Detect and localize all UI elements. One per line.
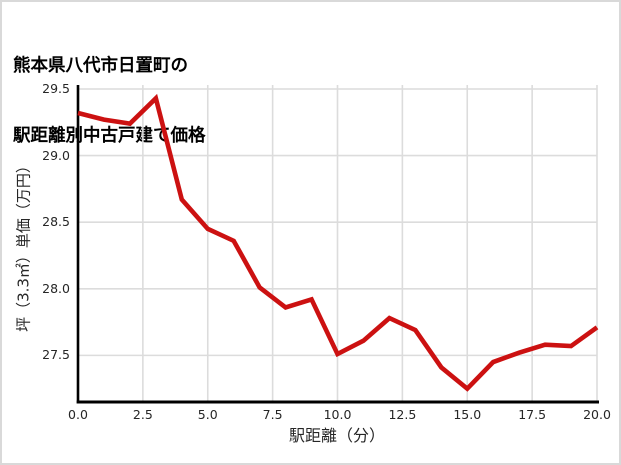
price-line-series: [77, 93, 599, 392]
y-axis-label: 坪（3.3㎡）単価（万円）: [14, 158, 33, 332]
x-tick-label: 2.5: [132, 407, 153, 422]
chart-title-line1: 熊本県八代市日置町の: [13, 55, 188, 76]
x-axis-label: 駅距離（分）: [288, 426, 386, 445]
x-tick-label: 7.5: [262, 407, 283, 422]
y-tick-label: 29.0: [42, 147, 70, 163]
y-tick-label: 27.5: [42, 347, 70, 363]
y-tick-label: 28.0: [42, 280, 70, 296]
y-tick-label: 28.5: [42, 214, 70, 230]
x-tick-label: 20.0: [583, 407, 611, 422]
x-tick-label: 5.0: [197, 407, 218, 422]
chart-title: 熊本県八代市日置町の 駅距離別中古戸建て価格: [13, 8, 206, 196]
x-tick-label: 12.5: [388, 407, 417, 422]
x-tick-label: 10.0: [323, 407, 352, 422]
chart-title-line2: 駅距離別中古戸建て価格: [13, 126, 206, 147]
y-tick-label: 29.5: [42, 80, 70, 96]
x-tick-label: 17.5: [518, 407, 547, 422]
x-tick-label: 0.0: [68, 407, 88, 422]
x-tick-label: 15.0: [453, 407, 482, 422]
